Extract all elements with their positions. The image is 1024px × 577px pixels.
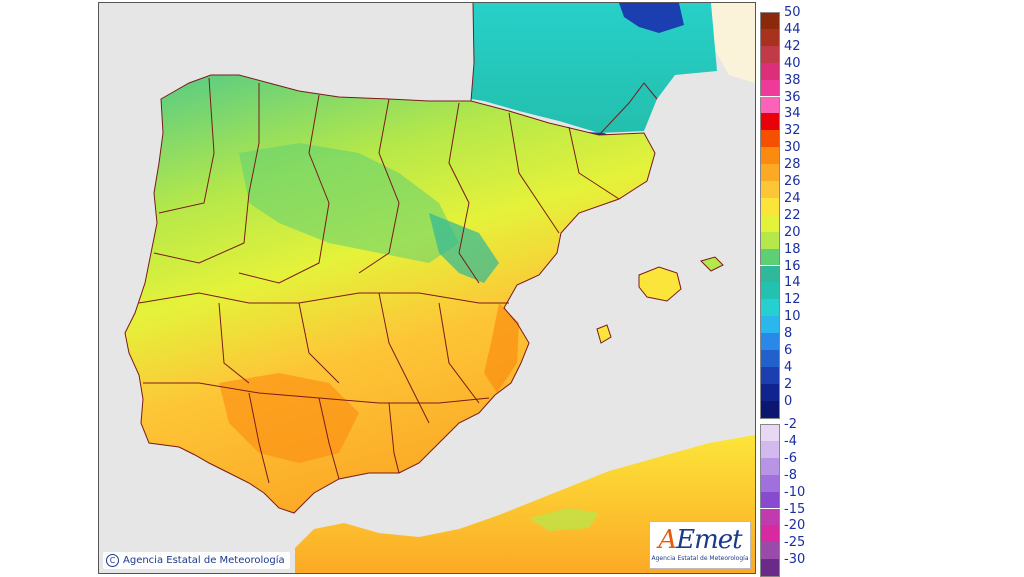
legend-cold-label: -2 — [784, 417, 797, 432]
legend-warm-label: 26 — [784, 174, 801, 189]
legend-warm-swatch — [760, 366, 780, 384]
legend-cold-label: -20 — [784, 518, 806, 534]
valencia-hot-area — [484, 303, 519, 393]
legend-warm-swatch — [760, 28, 780, 46]
legend-cold-label: -15 — [784, 501, 806, 517]
legend-warm-swatch — [760, 96, 780, 114]
guadalquivir-hot-area — [219, 373, 359, 463]
legend-cold-swatch — [760, 474, 780, 492]
legend-warm-swatch — [760, 164, 780, 181]
legend-warm-swatch — [760, 316, 780, 334]
mallorca-island — [638, 266, 682, 302]
legend-warm-label: 12 — [784, 292, 801, 308]
atlas-cool-area — [529, 508, 599, 531]
legend-warm-label: 22 — [784, 207, 801, 223]
northern-plateau-cool-area — [239, 143, 459, 263]
temperature-map: C Agencia Estatal de Meteorología AEmet … — [98, 2, 756, 574]
legend-warm-label: 20 — [784, 224, 801, 240]
legend-cold-label: -4 — [784, 433, 797, 449]
legend-warm-swatch — [760, 45, 780, 63]
legend-cold-label: -6 — [784, 450, 797, 466]
legend-cold-swatch — [760, 542, 780, 560]
legend-cold-swatch — [760, 559, 780, 577]
legend-warm-label: 36 — [784, 89, 801, 105]
legend-warm-label: 2 — [784, 376, 793, 392]
logo-subtitle: Agencia Estatal de Meteorología — [651, 555, 749, 562]
legend-warm-label: 42 — [784, 38, 801, 54]
legend-warm-label: 18 — [784, 241, 801, 257]
iberian-system-cool-area — [429, 213, 499, 283]
legend-warm-label: 0 — [784, 393, 793, 409]
legend-warm-swatch — [760, 299, 780, 317]
north-africa-region — [295, 435, 755, 573]
legend-warm-swatch — [760, 383, 780, 401]
legend-warm-swatch — [760, 400, 780, 419]
legend-warm-label: 24 — [784, 190, 801, 206]
copyright-notice: C Agencia Estatal de Meteorología — [103, 552, 290, 569]
menorca-island — [700, 256, 724, 272]
legend-warm-label: 10 — [784, 309, 801, 325]
legend-cold-label: -30 — [784, 552, 806, 568]
temperature-legend: 50 44 42 40 38 36 34 32 30 28 26 24 22 20 18 16 14 12 10 8 6… — [760, 6, 820, 577]
logo-wordmark: AEmet — [658, 525, 742, 555]
legend-warm-swatch — [760, 113, 780, 131]
legend-warm-swatch — [760, 350, 780, 367]
legend-warm-swatch — [760, 231, 780, 249]
legend-cold-swatch — [760, 491, 780, 509]
legend-warm-label: 28 — [784, 157, 801, 173]
legend-warm-swatch — [760, 214, 780, 232]
copyright-text: Agencia Estatal de Meteorología — [123, 555, 285, 566]
legend-cold-label: -10 — [784, 484, 806, 500]
legend-warm-label: 34 — [784, 106, 801, 122]
foreign-land-northeast — [711, 3, 755, 83]
ibiza-island — [596, 324, 612, 344]
legend-warm-swatch — [760, 282, 780, 300]
legend-cold-label: -8 — [784, 467, 797, 483]
legend-warm-label: 40 — [784, 55, 801, 71]
legend-warm-label: 30 — [784, 140, 801, 156]
legend-warm-swatch — [760, 62, 780, 80]
legend-warm-swatch — [760, 333, 780, 350]
legend-warm-label: 38 — [784, 72, 801, 88]
legend-warm-swatch — [760, 181, 780, 198]
legend-warm-swatch — [760, 248, 780, 266]
legend-warm-swatch — [760, 79, 780, 97]
legend-warm-label: 16 — [784, 258, 801, 274]
legend-cold-swatch — [760, 440, 780, 458]
legend-cold-label: -25 — [784, 535, 806, 551]
legend-warm-label: 8 — [784, 326, 793, 342]
legend-cold-swatch — [760, 424, 780, 442]
france-region — [471, 3, 717, 133]
aemet-logo: AEmet Agencia Estatal de Meteorología — [649, 521, 751, 569]
legend-warm-label: 6 — [784, 343, 793, 358]
province-borders — [124, 3, 658, 514]
legend-warm-swatch — [760, 147, 780, 165]
legend-warm-swatch — [760, 265, 780, 283]
map-canvas — [99, 3, 755, 573]
legend-warm-label: 32 — [784, 123, 801, 139]
legend-warm-label: 44 — [784, 21, 801, 37]
legend-cold-swatch — [760, 508, 780, 526]
legend-warm-swatch — [760, 130, 780, 148]
legend-warm-label: 4 — [784, 359, 793, 375]
legend-warm-swatch — [760, 12, 780, 30]
legend-cold-swatch — [760, 525, 780, 543]
legend-warm-swatch — [760, 197, 780, 215]
copyright-icon: C — [106, 554, 119, 567]
alps-cold-area — [619, 3, 684, 33]
legend-warm-label: 14 — [784, 275, 801, 291]
legend-cold-swatch — [760, 457, 780, 475]
legend-warm-label: 50 — [784, 5, 801, 20]
